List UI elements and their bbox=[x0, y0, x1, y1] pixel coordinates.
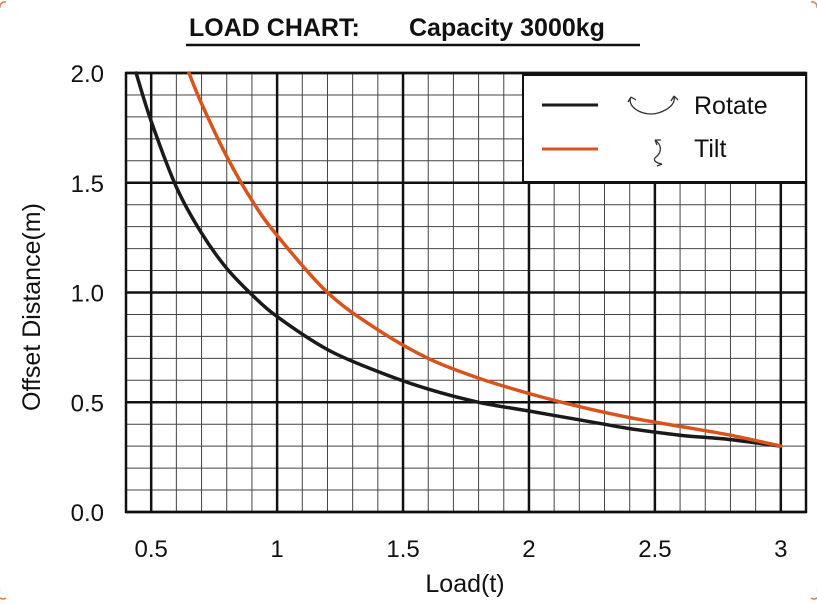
rotate-icon bbox=[627, 95, 679, 115]
x-tick-label: 0.5 bbox=[134, 536, 167, 563]
chart-title-part1: LOAD CHART: bbox=[189, 14, 360, 42]
y-tick-label: 1.5 bbox=[71, 171, 104, 198]
y-tick-label: 0.5 bbox=[71, 390, 104, 417]
series-line-rotate bbox=[134, 71, 783, 448]
plot-frame bbox=[124, 71, 808, 514]
series-lines bbox=[134, 71, 783, 448]
y-axis-label: Offset Distance(m) bbox=[18, 203, 46, 411]
legend: Rotate Tilt bbox=[522, 74, 807, 183]
chart-title-part2: Capacity 3000kg bbox=[409, 14, 605, 42]
x-tick-label: 2 bbox=[522, 536, 535, 563]
tilt-icon bbox=[653, 139, 663, 167]
y-tick-label: 1.0 bbox=[71, 281, 104, 308]
x-tick-label: 2.5 bbox=[638, 536, 671, 563]
y-tick-label: 0.0 bbox=[71, 500, 104, 527]
legend-label-tilt: Tilt bbox=[694, 135, 726, 163]
x-tick-label: 3 bbox=[774, 536, 787, 563]
legend-label-rotate: Rotate bbox=[694, 92, 768, 120]
x-tick-label: 1.5 bbox=[386, 536, 419, 563]
x-tick-labels: 0.5 1 1.5 2 2.5 3 bbox=[134, 536, 787, 563]
legend-box bbox=[522, 74, 807, 183]
series-line-tilt bbox=[187, 71, 783, 448]
x-tick-label: 1 bbox=[270, 536, 283, 563]
x-axis-label: Load(t) bbox=[425, 570, 504, 598]
y-tick-labels: 0.0 0.5 1.0 1.5 2.0 bbox=[71, 61, 104, 527]
chart-title: LOAD CHART: Capacity 3000kg bbox=[186, 14, 640, 47]
y-tick-label: 2.0 bbox=[71, 61, 104, 88]
